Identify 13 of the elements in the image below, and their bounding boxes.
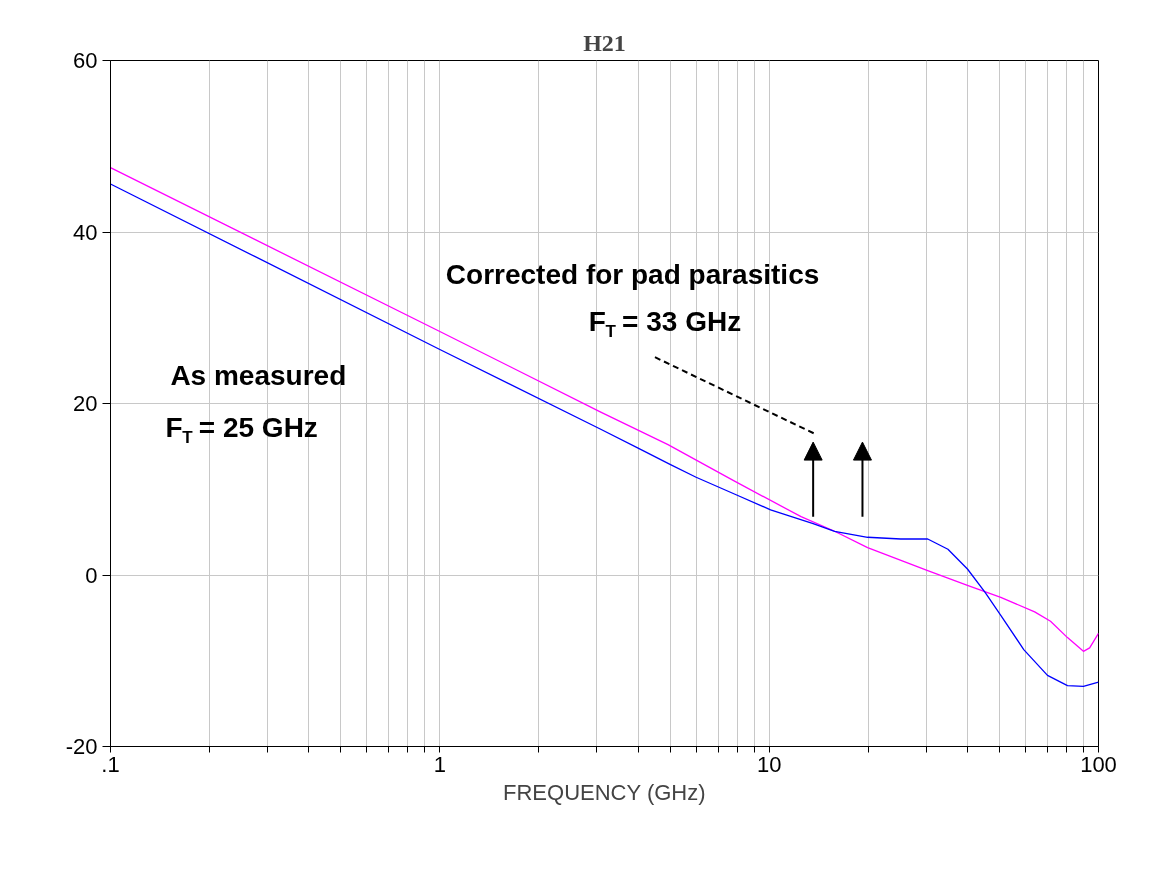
y-tick-label: 60 xyxy=(73,48,98,73)
annotation: As measured xyxy=(170,359,347,391)
x-tick-label: 1 xyxy=(433,751,446,777)
chart-title: H21 xyxy=(583,29,626,56)
x-tick-label: 10 xyxy=(756,751,782,777)
y-tick-label: 40 xyxy=(73,219,98,245)
y-tick-label: 20 xyxy=(73,391,98,416)
x-tick-label: .1 xyxy=(101,751,120,777)
x-tick-label: 100 xyxy=(1080,751,1117,777)
y-tick-label: 0 xyxy=(85,562,98,588)
y-tick-label: -20 xyxy=(65,734,98,759)
x-axis-title: FREQUENCY (GHz) xyxy=(503,779,706,805)
annotation: Corrected for pad parasitics xyxy=(445,259,820,291)
